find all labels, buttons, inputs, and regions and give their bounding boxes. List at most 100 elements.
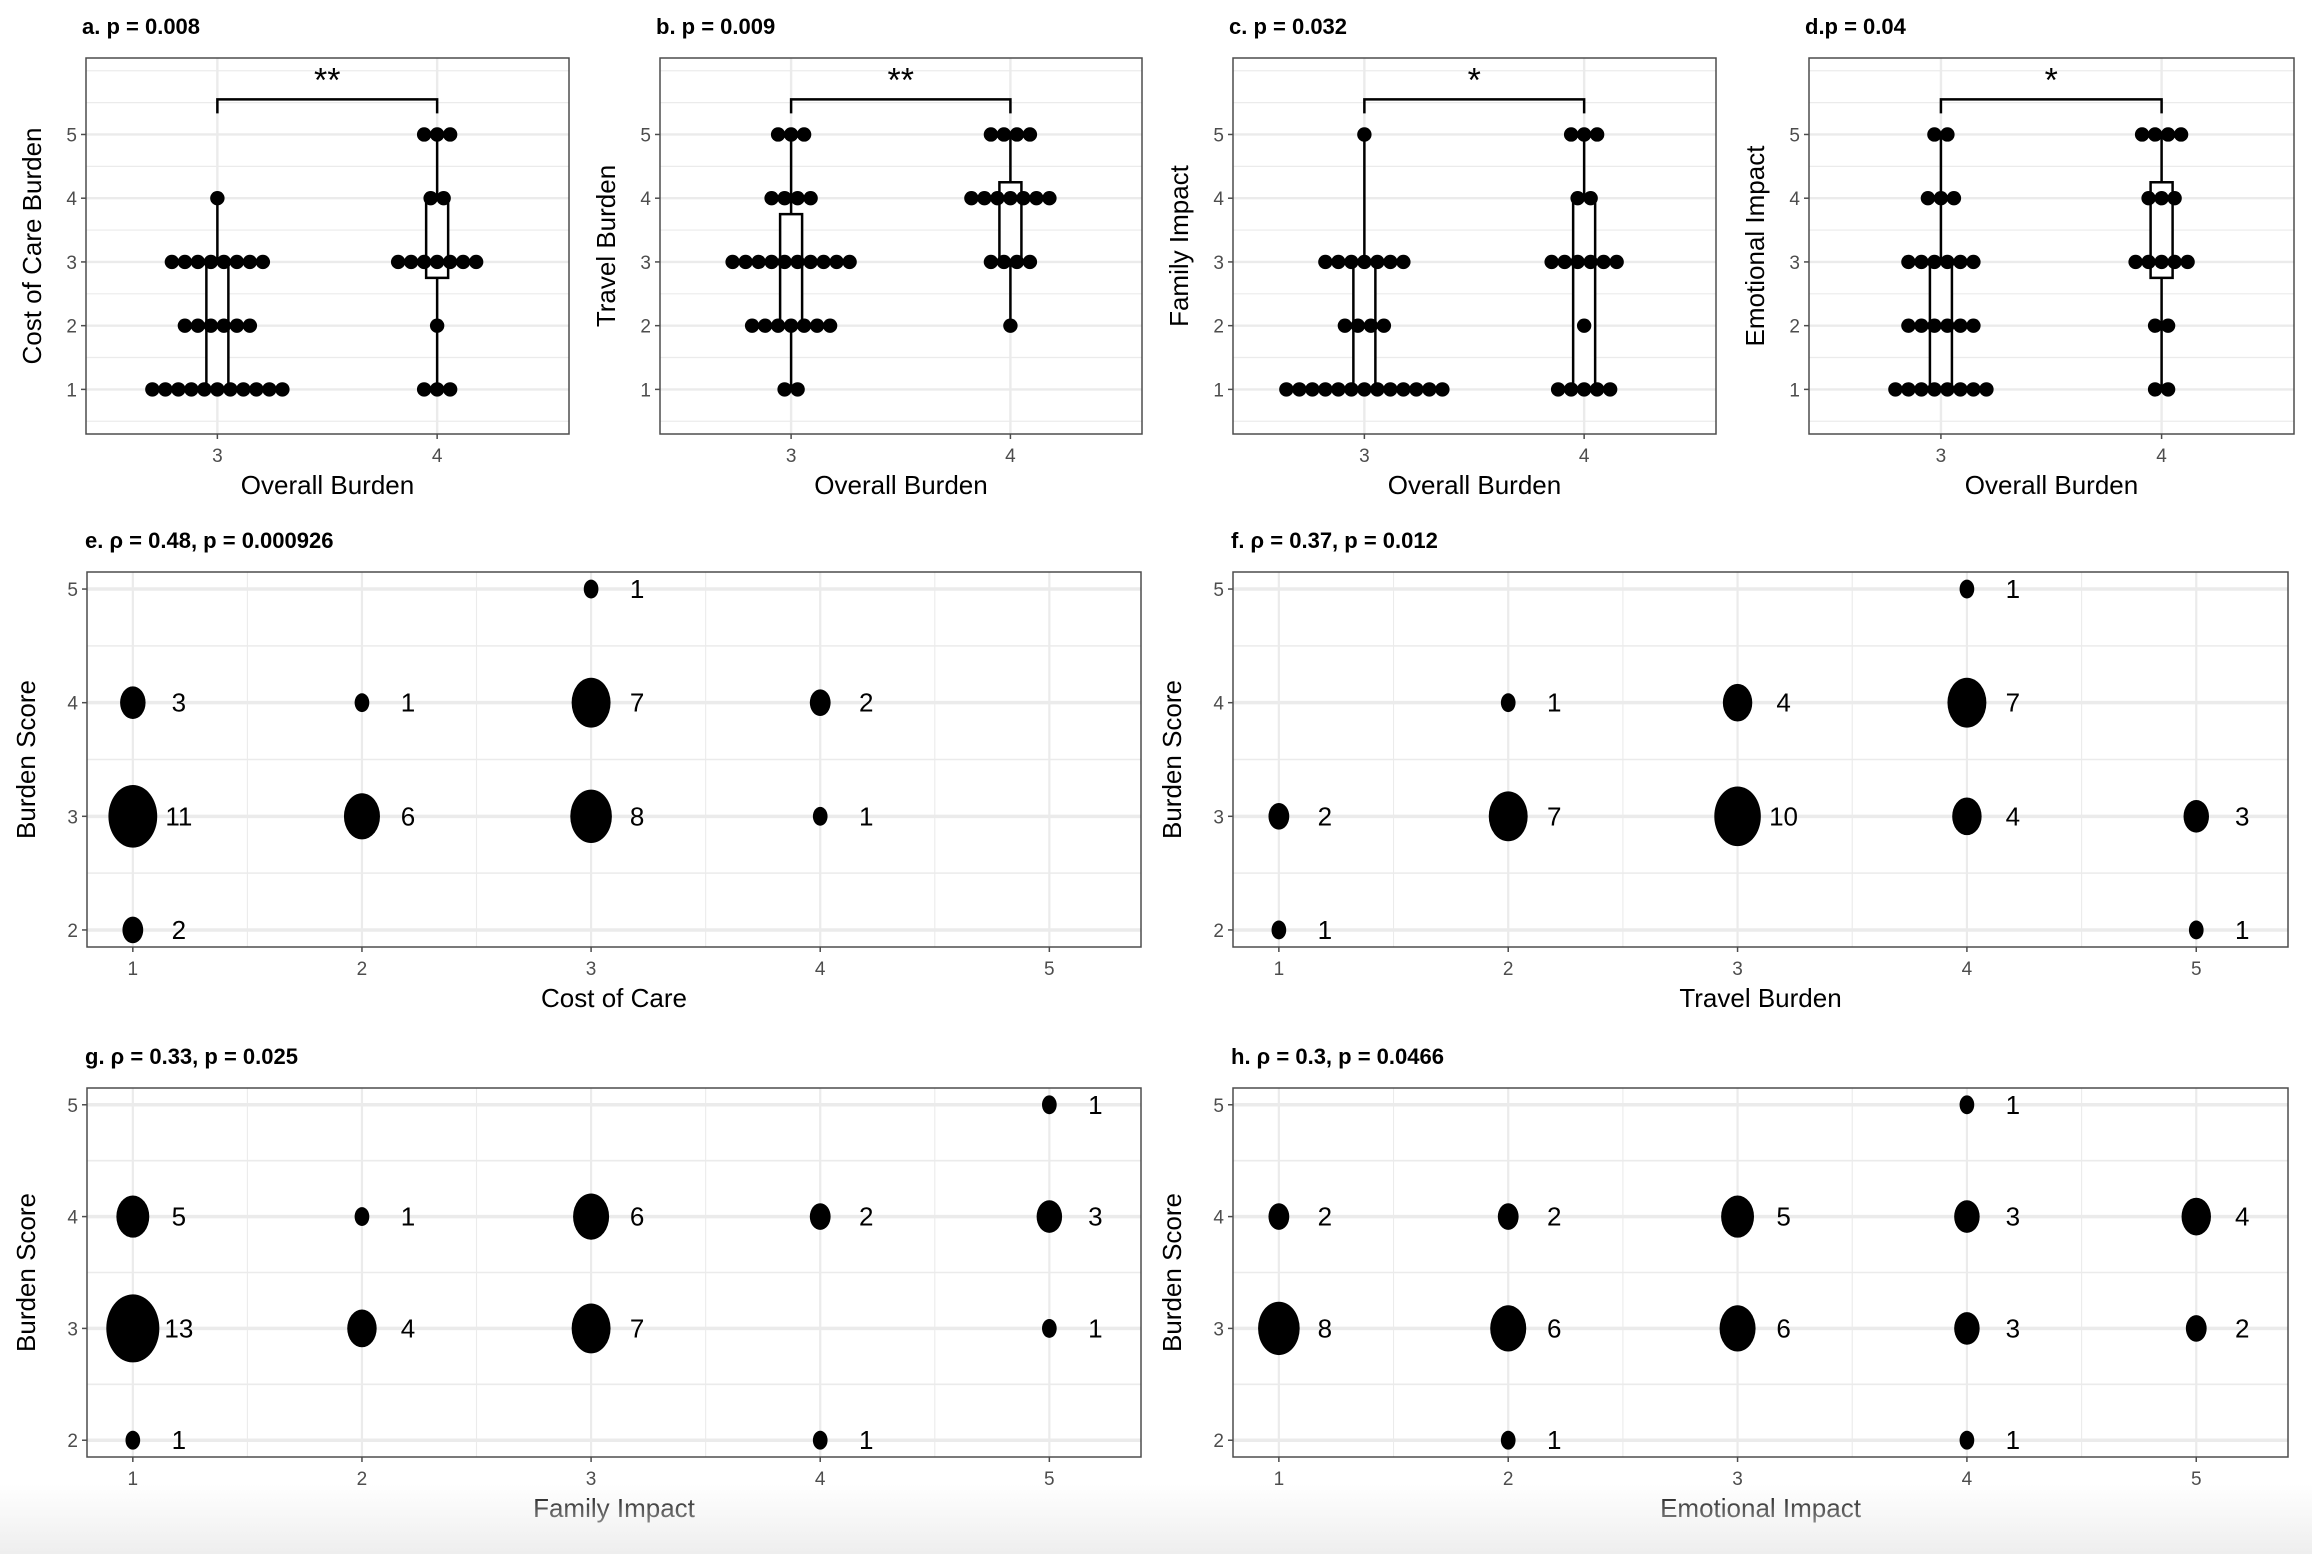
x-tick-label: 4 <box>815 959 826 980</box>
y-tick-label: 3 <box>1789 253 1800 274</box>
data-dot <box>796 127 812 142</box>
data-dot <box>1979 382 1994 397</box>
bubble-count-label: 1 <box>859 801 873 831</box>
data-dot <box>197 382 212 397</box>
x-tick-label: 3 <box>212 446 223 467</box>
y-axis-title: Cost of Care Burden <box>17 127 47 364</box>
y-tick-label: 4 <box>1213 694 1224 715</box>
bubble-count-label: 4 <box>401 1313 415 1343</box>
data-dot <box>1927 254 1942 270</box>
data-dot <box>1396 382 1411 397</box>
y-axis-title: Burden Score <box>1157 680 1187 839</box>
data-dot <box>1357 127 1372 142</box>
data-dot <box>1009 254 1025 270</box>
data-dot <box>996 127 1012 142</box>
bubble-count-label: 1 <box>1547 688 1561 718</box>
data-dot <box>1029 191 1044 206</box>
y-tick-label: 4 <box>66 189 77 210</box>
data-dot <box>1966 254 1981 270</box>
y-tick-label: 4 <box>1213 189 1224 210</box>
y-tick-label: 5 <box>1789 125 1800 146</box>
data-dot <box>2180 254 2195 270</box>
data-dot <box>822 318 838 333</box>
data-dot <box>1576 127 1592 142</box>
data-dot <box>803 254 818 270</box>
bubble <box>354 1207 370 1227</box>
data-dot <box>1376 318 1392 333</box>
data-dot <box>1279 382 1294 397</box>
data-dot <box>983 127 999 142</box>
bubble <box>1959 579 1975 599</box>
data-dot <box>177 318 193 333</box>
x-tick-label: 4 <box>1962 959 1973 980</box>
data-dot <box>2167 254 2182 270</box>
data-dot <box>1583 254 1598 270</box>
bubble <box>1722 683 1753 722</box>
x-tick-label: 3 <box>586 1469 597 1490</box>
data-dot <box>803 191 818 206</box>
panel-border <box>1808 57 2295 435</box>
significance-label: ** <box>314 61 340 99</box>
y-tick-label: 1 <box>66 380 77 401</box>
data-dot <box>1953 254 1968 270</box>
data-dot <box>416 382 432 397</box>
bubble <box>1490 1305 1527 1352</box>
data-dot <box>1927 318 1942 333</box>
y-tick-label: 1 <box>1213 380 1224 401</box>
bubble-count-label: 2 <box>859 1202 873 1232</box>
data-dot <box>1940 382 1955 397</box>
data-dot <box>1357 254 1372 270</box>
bubble <box>1500 1430 1516 1450</box>
x-tick-label: 4 <box>1005 446 1016 467</box>
data-dot <box>429 318 445 333</box>
bubble-count-label: 1 <box>1547 1425 1561 1455</box>
data-dot <box>2154 254 2169 270</box>
y-tick-label: 5 <box>67 580 78 601</box>
data-dot <box>2128 254 2143 270</box>
data-dot <box>764 191 779 206</box>
data-dot <box>1563 127 1579 142</box>
bubble-count-label: 1 <box>1088 1090 1102 1120</box>
data-dot <box>1583 191 1598 206</box>
data-dot <box>1422 382 1437 397</box>
significance-bracket <box>216 98 439 114</box>
data-dot <box>1927 382 1942 397</box>
bubble-count-label: 6 <box>1776 1313 1790 1343</box>
x-tick-label: 5 <box>2191 1469 2202 1490</box>
bubble-count-label: 1 <box>2006 1090 2020 1120</box>
bubble <box>812 806 828 826</box>
data-dot <box>1331 382 1346 397</box>
y-tick-label: 5 <box>67 1096 78 1117</box>
data-dot <box>403 254 419 270</box>
data-dot <box>1396 254 1411 270</box>
y-tick-label: 4 <box>640 189 651 210</box>
panel-title: d.p = 0.04 <box>1805 14 1907 39</box>
bubble <box>1271 920 1287 940</box>
data-dot <box>1003 191 1018 206</box>
data-dot <box>164 254 180 270</box>
y-axis-title: Emotional Impact <box>1740 145 1770 347</box>
panel-title: b. p = 0.009 <box>656 14 775 39</box>
bubble-count-label: 3 <box>172 688 186 718</box>
data-dot <box>1344 382 1359 397</box>
data-dot <box>1331 254 1346 270</box>
bubble-count-label: 7 <box>630 688 644 718</box>
y-tick-label: 3 <box>640 253 651 274</box>
data-dot <box>429 127 445 142</box>
data-dot <box>996 254 1012 270</box>
data-dot <box>977 191 992 206</box>
data-dot <box>964 191 979 206</box>
data-dot <box>1570 254 1585 270</box>
data-dot <box>442 254 458 270</box>
bubble-count-label: 1 <box>172 1425 186 1455</box>
bubble <box>1721 1195 1755 1238</box>
panel-b: ** 1 2 3 4 5 3 4 Overall Burden Travel Burden b. p… <box>591 14 1143 500</box>
y-axis-title: Burden Score <box>1157 1193 1187 1352</box>
significance-label: * <box>1468 61 1481 99</box>
y-tick-label: 2 <box>67 1431 78 1452</box>
bubble-count-label: 7 <box>1547 801 1561 831</box>
data-dot <box>1953 382 1968 397</box>
data-dot <box>1350 318 1366 333</box>
bubble <box>812 1430 828 1450</box>
